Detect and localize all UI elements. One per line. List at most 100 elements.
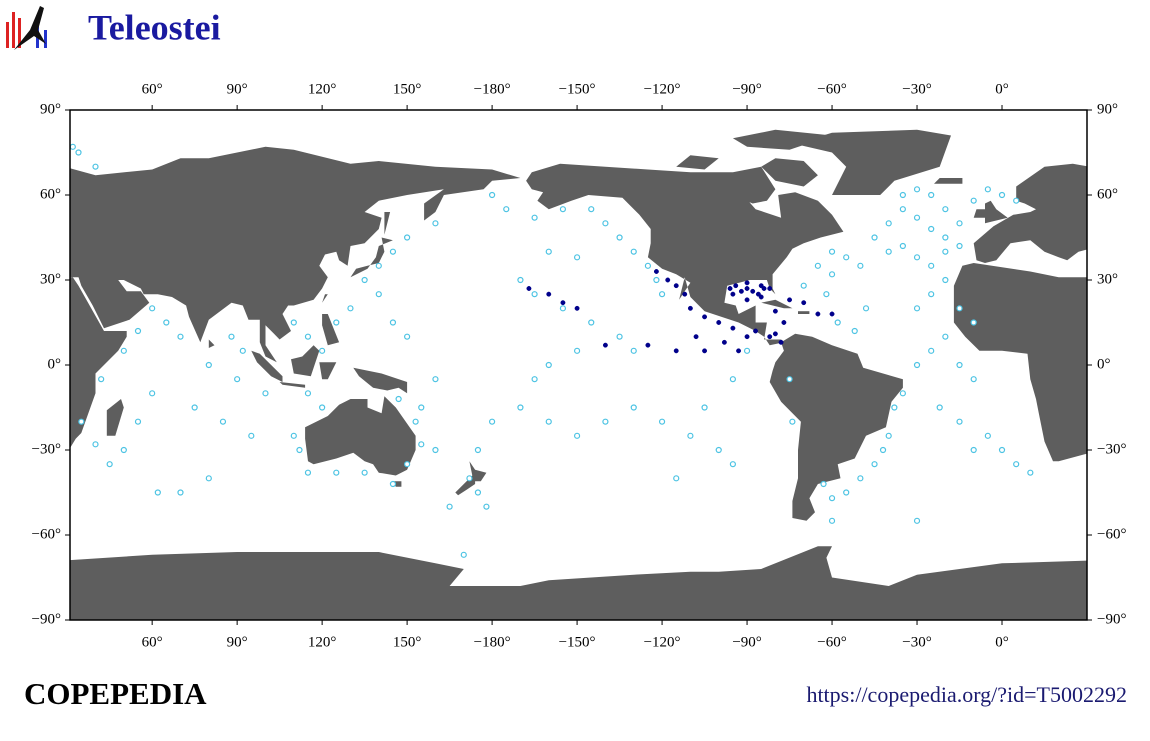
occurrence — [744, 280, 750, 286]
occurrence — [531, 376, 538, 383]
landmass — [322, 314, 340, 346]
occurrence — [658, 418, 666, 425]
x-tick-label: −120° — [644, 81, 681, 97]
occurrence — [239, 347, 246, 354]
occurrence — [665, 277, 671, 283]
occurrence — [483, 503, 490, 510]
x-tick-label: 0° — [995, 81, 1009, 97]
occurrence — [134, 327, 142, 335]
occurrence — [658, 291, 666, 298]
occurrence — [177, 333, 184, 340]
occurrence — [721, 339, 727, 345]
occurrence — [879, 446, 887, 454]
y-tick-label: 90° — [40, 101, 61, 117]
landmass — [934, 178, 963, 184]
occurrence — [1027, 469, 1034, 476]
y-tick-label: 0° — [1097, 356, 1111, 372]
occurrence — [956, 305, 963, 312]
occurrence — [602, 342, 608, 348]
occurrence — [899, 191, 906, 199]
occurrence — [630, 347, 637, 354]
map: 60° 60° 90° 90° 120° 120° 150° 150° −180° −180° −1… — [32, 81, 1127, 650]
occurrence — [743, 347, 751, 354]
occurrence — [389, 480, 397, 488]
occurrence — [573, 347, 581, 354]
occurrence — [928, 262, 935, 269]
occurrence — [767, 286, 773, 291]
occurrence — [573, 254, 581, 261]
y-tick-label: −30° — [1097, 441, 1126, 457]
url[interactable]: https://copepedia.org/?id=T5002292 — [806, 682, 1127, 707]
occurrence — [928, 347, 935, 354]
occurrence — [857, 475, 864, 482]
occurrence — [559, 305, 567, 312]
occurrence — [432, 376, 439, 383]
occurrence — [149, 305, 156, 312]
occurrence — [828, 517, 836, 524]
y-tick-label: 30° — [1097, 271, 1118, 287]
occurrence — [820, 480, 827, 488]
occurrence — [395, 395, 402, 403]
occurrence — [942, 234, 949, 241]
occurrence — [347, 305, 354, 312]
occurrence — [755, 291, 761, 297]
occurrence — [545, 418, 552, 425]
occurrence — [673, 348, 679, 354]
occurrence — [418, 441, 425, 448]
y-tick-label: 60° — [40, 186, 61, 202]
occurrence — [781, 320, 787, 325]
occurrence — [871, 234, 878, 241]
occurrence — [262, 390, 269, 397]
x-tick-label: 60° — [142, 81, 163, 97]
occurrence — [998, 446, 1006, 454]
occurrence — [644, 262, 652, 269]
x-tick-label: 90° — [227, 81, 248, 97]
occurrence — [693, 334, 699, 340]
occurrence — [361, 469, 368, 476]
occurrence — [418, 404, 425, 411]
occurrence — [474, 489, 482, 496]
occurrence — [736, 348, 742, 354]
occurrence — [526, 286, 532, 291]
landmass — [676, 155, 719, 170]
occurrence — [862, 305, 870, 312]
occurrence — [834, 319, 841, 326]
occurrence — [375, 262, 382, 269]
occurrence — [645, 342, 651, 348]
occurrence — [885, 248, 892, 255]
occurrence — [673, 283, 679, 289]
occurrence — [474, 446, 482, 454]
logo-bar — [6, 22, 9, 48]
occurrence — [1013, 461, 1020, 468]
occurrence — [319, 347, 326, 354]
landmass — [70, 146, 521, 363]
occurrence — [885, 432, 892, 439]
occurrence — [885, 220, 892, 227]
occurrence — [789, 418, 796, 425]
land — [70, 129, 1087, 620]
occurrence — [701, 404, 708, 411]
occurrence — [942, 333, 949, 340]
occurrence — [761, 286, 767, 291]
occurrence — [412, 418, 419, 425]
occurrence — [928, 225, 935, 233]
occurrence — [730, 291, 736, 297]
landmass — [953, 263, 1087, 462]
landmass — [761, 158, 818, 187]
occurrence — [730, 325, 736, 331]
occurrence — [653, 269, 659, 274]
landmass — [526, 163, 844, 346]
occurrence — [488, 191, 496, 199]
occurrence — [758, 294, 764, 300]
occurrence — [616, 333, 623, 340]
occurrence — [913, 361, 921, 369]
landmass — [350, 237, 393, 278]
occurrence — [630, 248, 637, 255]
y-tick-label: 90° — [1097, 101, 1118, 117]
landmass — [251, 350, 283, 382]
occurrence — [219, 418, 227, 425]
occurrence — [290, 319, 297, 326]
occurrence — [729, 461, 736, 468]
occurrence — [970, 376, 977, 383]
